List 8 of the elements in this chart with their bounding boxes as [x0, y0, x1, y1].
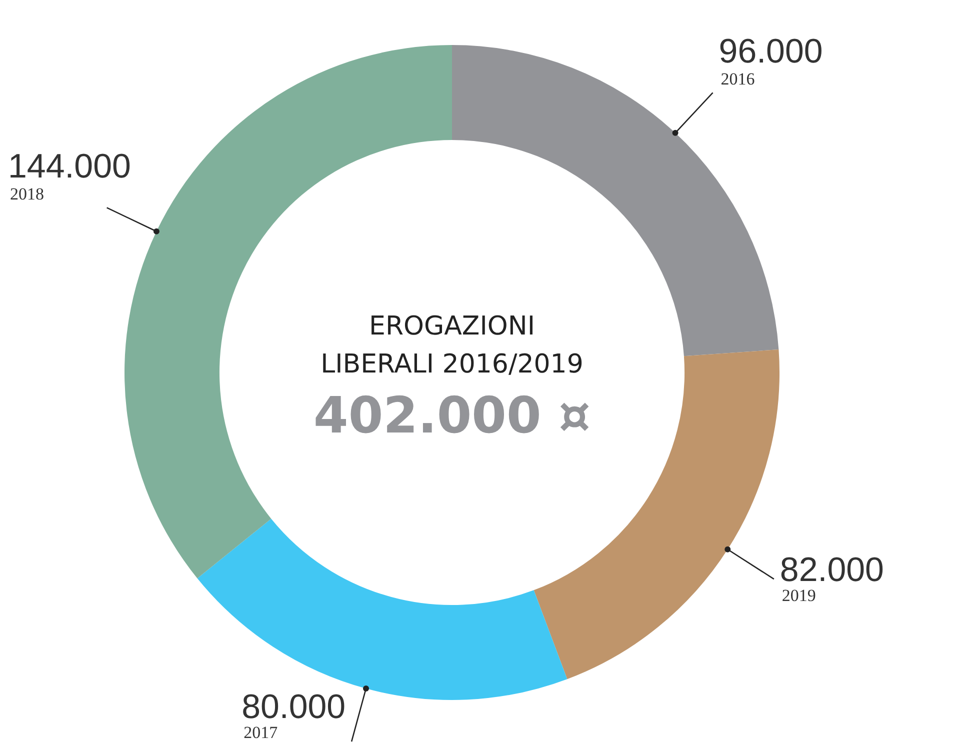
data-label: 96.000: [718, 32, 823, 71]
text: 402.000 ¤: [314, 386, 590, 444]
data-label: 144.000: [8, 148, 131, 186]
text: EROGAZIONI LIBERALI 2016/2019: [320, 312, 584, 380]
slice-label: 2017: [244, 723, 278, 742]
data-label: 80.000: [242, 688, 346, 726]
slice-label: 2016: [720, 70, 755, 89]
slice-label: 2018: [10, 184, 44, 204]
